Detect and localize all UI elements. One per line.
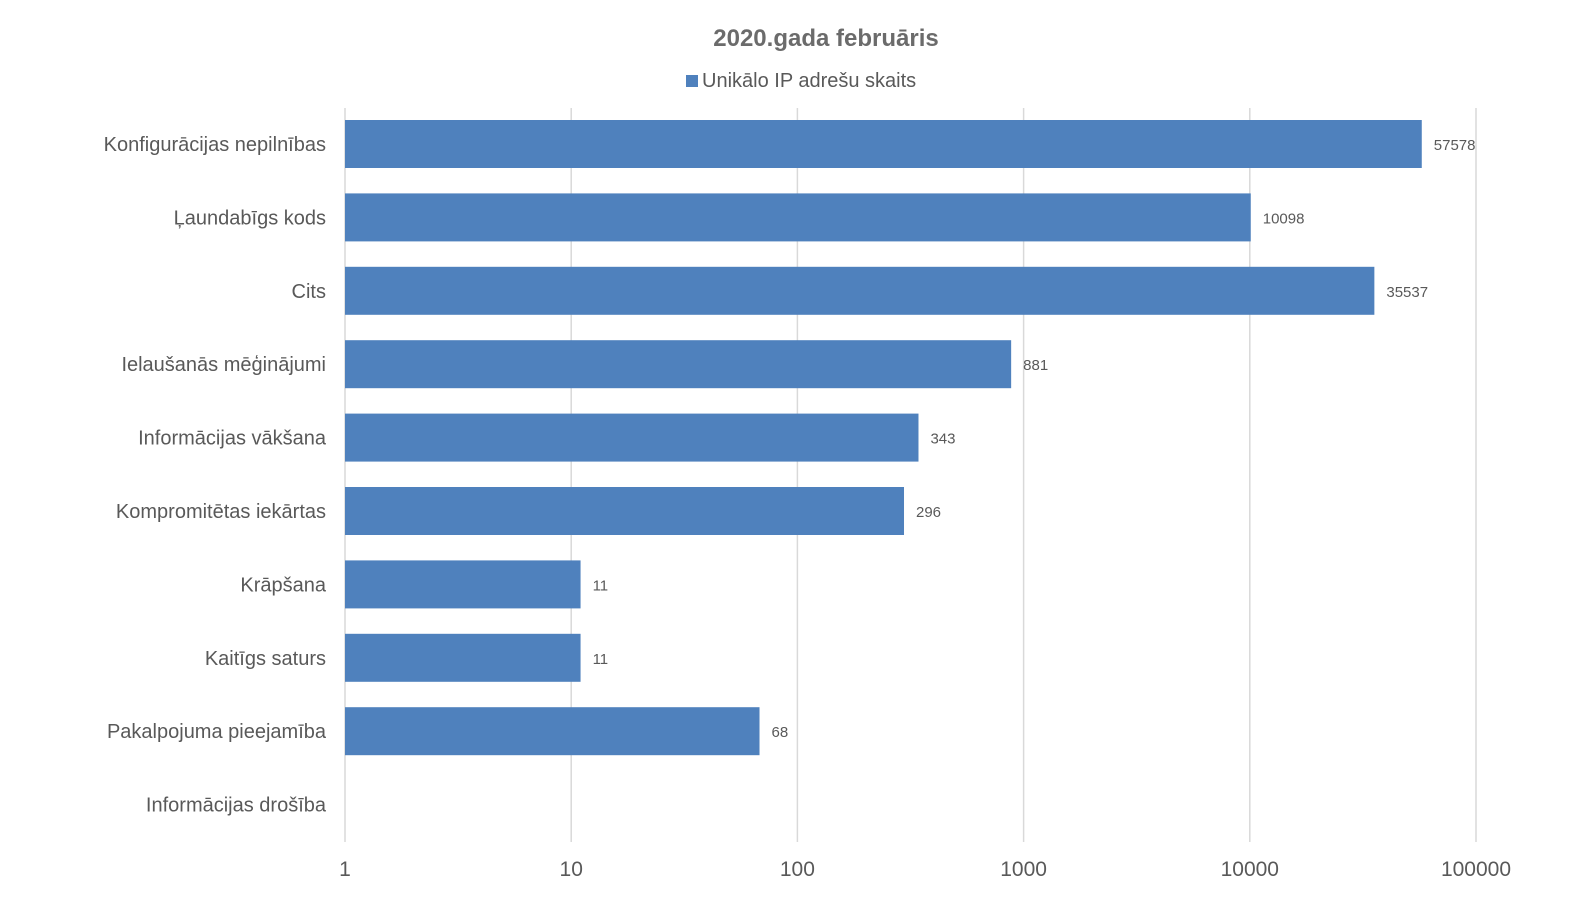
- bar: [345, 340, 1012, 389]
- category-label: Kompromitētas iekārtas: [116, 501, 326, 523]
- x-tick-label: 100000: [1441, 858, 1511, 881]
- bars: [345, 120, 1422, 756]
- data-label: 35537: [1386, 284, 1428, 301]
- data-label: 343: [930, 431, 955, 448]
- data-label: 296: [916, 504, 941, 521]
- data-label: 11: [593, 577, 609, 594]
- bar: [345, 266, 1375, 315]
- category-label: Konfigurācijas nepilnības: [104, 134, 326, 156]
- bar: [345, 120, 1422, 168]
- bar: [345, 413, 919, 462]
- x-tick-label: 10000: [1221, 858, 1279, 881]
- x-tick-label: 1: [339, 858, 351, 881]
- bar: [345, 193, 1251, 242]
- category-label: Ļaundabīgs kods: [174, 207, 326, 229]
- category-label: Krāpšana: [240, 574, 326, 596]
- x-tick-label: 10: [560, 858, 583, 881]
- x-tick-label: 1000: [1000, 858, 1047, 881]
- category-label: Pakalpojuma pieejamība: [107, 721, 327, 743]
- category-label: Ielaušanās mēģinājumi: [121, 354, 326, 376]
- x-tick-label: 100: [780, 858, 815, 881]
- category-label: Informācijas vākšana: [138, 428, 327, 450]
- category-label: Informācijas drošība: [146, 795, 327, 817]
- data-label: 11: [593, 651, 609, 668]
- bar: [345, 633, 581, 682]
- data-label: 881: [1023, 357, 1048, 374]
- bar: [345, 487, 905, 535]
- bar: [345, 707, 760, 756]
- data-labels: 57578 10098 35537 881 343 296 11 11 68: [593, 137, 1476, 741]
- legend-label: Unikālo IP adrešu skaits: [702, 70, 916, 92]
- category-label: Cits: [292, 281, 326, 303]
- category-label: Kaitīgs saturs: [205, 648, 326, 670]
- data-label: 68: [772, 724, 789, 741]
- data-label: 10098: [1263, 210, 1305, 227]
- chart-title: 2020.gada februāris: [713, 25, 938, 52]
- legend-swatch: [686, 75, 698, 87]
- data-label: 57578: [1434, 137, 1476, 154]
- x-axis-tick-labels: 1 10 100 1000 10000 100000: [339, 858, 1511, 881]
- category-labels: Konfigurācijas nepilnības Ļaundabīgs kods…: [104, 134, 327, 817]
- legend: Unikālo IP adrešu skaits: [686, 70, 916, 92]
- bar: [345, 560, 581, 609]
